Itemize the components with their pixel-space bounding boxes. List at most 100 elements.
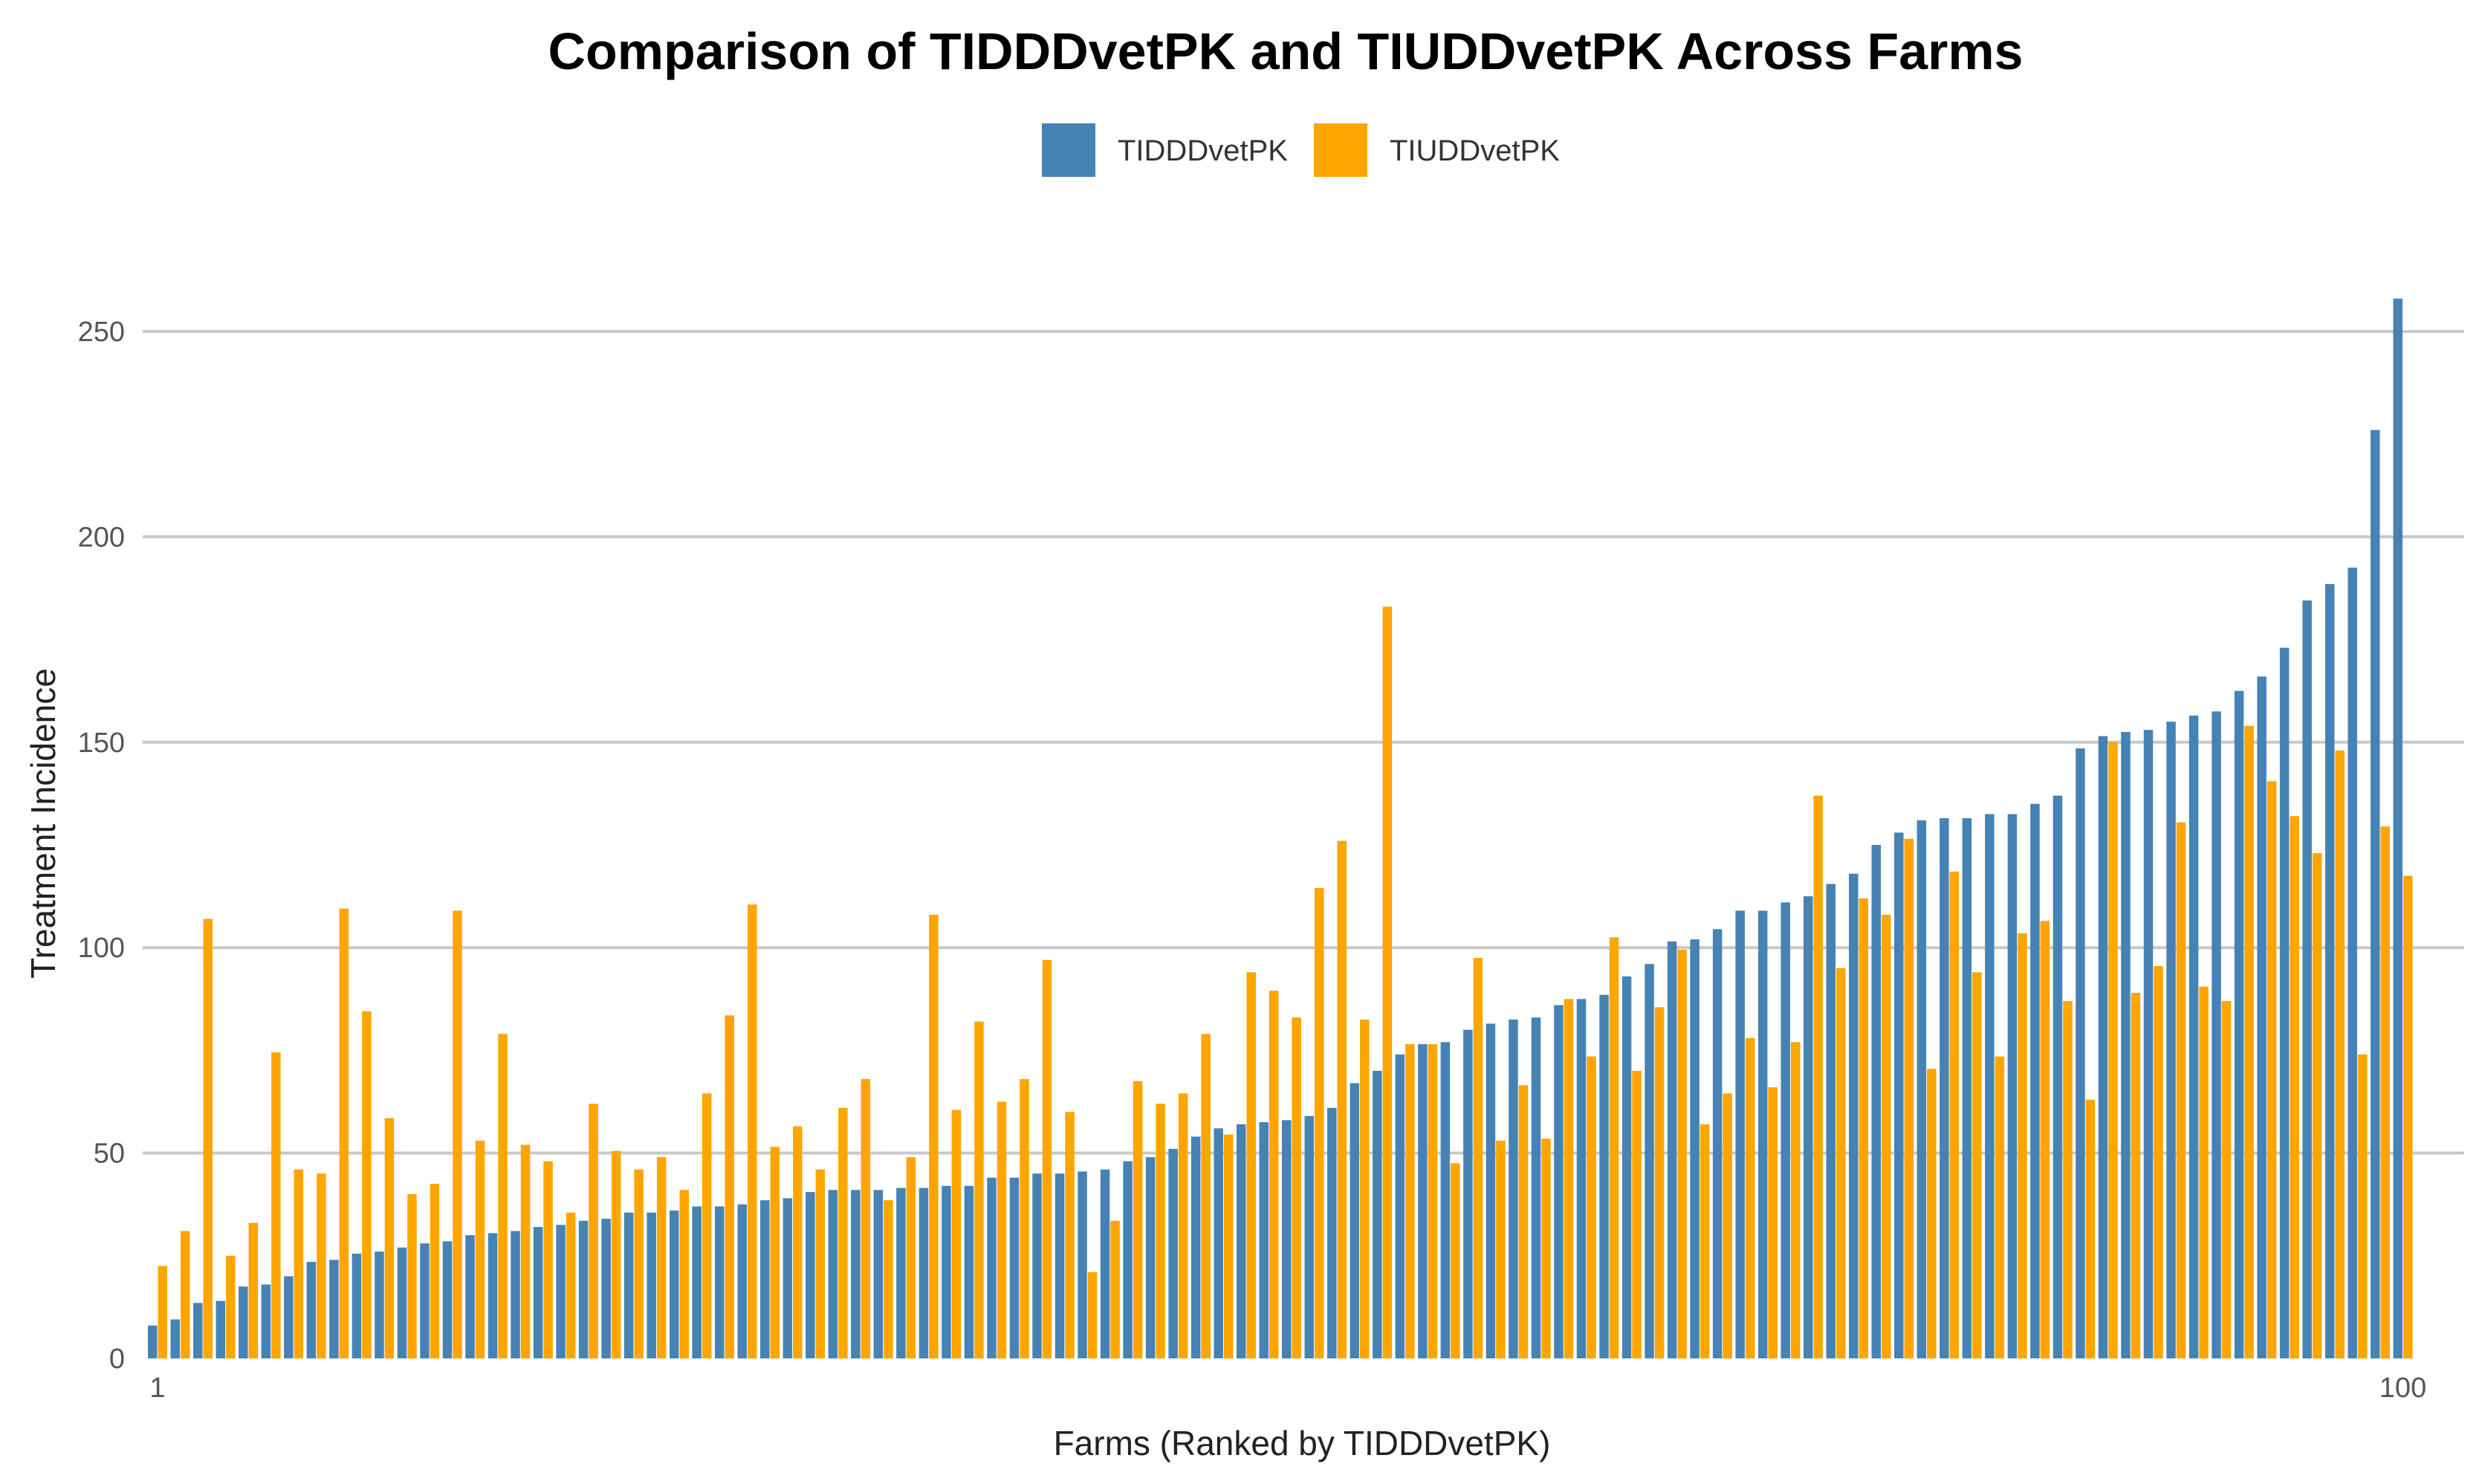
bar-tiuddvetpk-farm-1 <box>158 1266 167 1358</box>
bar-tidddvetpk-farm-90 <box>2166 722 2176 1358</box>
bar-tidddvetpk-farm-96 <box>2302 600 2312 1358</box>
bar-tiuddvetpk-farm-81 <box>1972 972 1982 1358</box>
bar-tidddvetpk-farm-6 <box>261 1284 271 1358</box>
bar-tidddvetpk-farm-74 <box>1803 896 1813 1358</box>
bar-tiuddvetpk-farm-13 <box>430 1184 440 1358</box>
bar-tiuddvetpk-farm-52 <box>1315 888 1324 1358</box>
bar-tidddvetpk-farm-38 <box>987 1177 997 1358</box>
bar-tidddvetpk-farm-2 <box>170 1319 181 1358</box>
bar-tidddvetpk-farm-88 <box>2121 731 2131 1358</box>
bar-tidddvetpk-farm-57 <box>1418 1044 1428 1358</box>
bar-tiuddvetpk-farm-77 <box>1882 914 1891 1358</box>
bar-tiuddvetpk-farm-19 <box>566 1212 576 1358</box>
bar-tiuddvetpk-farm-99 <box>2380 826 2390 1358</box>
bar-tidddvetpk-farm-49 <box>1236 1124 1246 1358</box>
bar-tiuddvetpk-farm-47 <box>1201 1034 1211 1358</box>
bar-tidddvetpk-farm-43 <box>1100 1169 1110 1358</box>
bar-tiuddvetpk-farm-94 <box>2267 781 2277 1358</box>
bar-tiuddvetpk-farm-54 <box>1360 1019 1370 1358</box>
bar-tidddvetpk-farm-93 <box>2234 690 2244 1358</box>
bar-tiuddvetpk-farm-86 <box>2085 1099 2096 1358</box>
bar-tiuddvetpk-farm-37 <box>974 1021 984 1358</box>
bar-tiuddvetpk-farm-69 <box>1700 1124 1710 1358</box>
bar-tidddvetpk-farm-83 <box>2007 814 2018 1358</box>
bar-tiuddvetpk-farm-96 <box>2312 853 2322 1358</box>
bar-tiuddvetpk-farm-64 <box>1587 1056 1596 1358</box>
bar-tidddvetpk-farm-35 <box>918 1187 929 1358</box>
x-axis-title: Farms (Ranked by TIDDDvetPK) <box>1054 1424 1551 1462</box>
bar-tidddvetpk-farm-53 <box>1327 1107 1337 1358</box>
bar-tiuddvetpk-farm-58 <box>1451 1163 1460 1358</box>
bar-tiuddvetpk-farm-60 <box>1496 1141 1506 1358</box>
bar-tidddvetpk-farm-15 <box>465 1235 475 1358</box>
bar-tiuddvetpk-farm-11 <box>384 1118 395 1358</box>
bar-tidddvetpk-farm-69 <box>1690 939 1700 1358</box>
bar-tiuddvetpk-farm-66 <box>1632 1071 1642 1358</box>
bar-tiuddvetpk-farm-97 <box>2335 750 2345 1358</box>
bar-tidddvetpk-farm-72 <box>1757 910 1768 1358</box>
bar-tiuddvetpk-farm-59 <box>1473 958 1483 1358</box>
bar-tiuddvetpk-farm-4 <box>226 1255 236 1358</box>
legend-label-tidddvetpk: TIDDDvetPK <box>1118 135 1288 167</box>
bar-tidddvetpk-farm-47 <box>1190 1136 1201 1358</box>
bar-tiuddvetpk-farm-46 <box>1178 1093 1188 1358</box>
bar-tiuddvetpk-farm-24 <box>679 1190 689 1358</box>
bar-tidddvetpk-farm-56 <box>1395 1054 1405 1358</box>
bar-tiuddvetpk-farm-44 <box>1133 1080 1143 1358</box>
bar-tiuddvetpk-farm-56 <box>1405 1044 1415 1358</box>
bar-tiuddvetpk-farm-39 <box>1020 1079 1029 1358</box>
bar-tiuddvetpk-farm-82 <box>1995 1056 2005 1358</box>
bar-tiuddvetpk-farm-83 <box>2018 933 2027 1358</box>
bar-tidddvetpk-farm-73 <box>1781 902 1790 1358</box>
bar-tiuddvetpk-farm-35 <box>929 914 939 1358</box>
chart-title: Comparison of TIDDDvetPK and TIUDDvetPK … <box>548 22 2024 80</box>
bar-tiuddvetpk-farm-31 <box>838 1107 848 1358</box>
bar-tiuddvetpk-farm-40 <box>1042 959 1052 1358</box>
bar-tiuddvetpk-farm-16 <box>498 1034 508 1358</box>
bar-tiuddvetpk-farm-15 <box>475 1141 485 1358</box>
bar-tiuddvetpk-farm-30 <box>815 1169 826 1358</box>
bar-tidddvetpk-farm-60 <box>1486 1023 1496 1358</box>
bar-tiuddvetpk-farm-38 <box>997 1101 1007 1358</box>
bar-tiuddvetpk-farm-76 <box>1859 898 1868 1358</box>
bar-tidddvetpk-farm-92 <box>2212 711 2221 1358</box>
y-tick-label-50: 50 <box>94 1138 125 1170</box>
bar-tiuddvetpk-farm-12 <box>407 1193 417 1358</box>
bar-tidddvetpk-farm-50 <box>1259 1122 1269 1358</box>
bar-tiuddvetpk-farm-57 <box>1428 1044 1438 1358</box>
bar-tidddvetpk-farm-29 <box>783 1198 793 1358</box>
bar-tidddvetpk-farm-55 <box>1373 1071 1382 1358</box>
bar-tidddvetpk-farm-44 <box>1123 1161 1133 1358</box>
bar-tiuddvetpk-farm-67 <box>1654 1007 1665 1358</box>
bar-tidddvetpk-farm-21 <box>601 1219 611 1358</box>
bar-tidddvetpk-farm-67 <box>1645 964 1654 1358</box>
bar-tidddvetpk-farm-82 <box>1985 814 1995 1358</box>
bar-tiuddvetpk-farm-55 <box>1382 606 1393 1358</box>
bar-tiuddvetpk-farm-17 <box>520 1144 531 1358</box>
y-tick-label-100: 100 <box>78 933 125 964</box>
bar-tidddvetpk-farm-23 <box>647 1212 656 1358</box>
bar-tidddvetpk-farm-80 <box>1940 818 1949 1358</box>
bar-tidddvetpk-farm-81 <box>1962 818 1972 1358</box>
bar-tiuddvetpk-farm-73 <box>1790 1042 1801 1358</box>
bar-tiuddvetpk-farm-93 <box>2244 725 2254 1358</box>
bar-tidddvetpk-farm-20 <box>578 1220 589 1358</box>
bar-tiuddvetpk-farm-14 <box>453 910 462 1358</box>
legend-label-tiuddvetpk: TIUDDvetPK <box>1390 135 1560 167</box>
bar-tidddvetpk-farm-99 <box>2370 430 2380 1359</box>
bar-tiuddvetpk-farm-91 <box>2199 986 2209 1358</box>
bar-tidddvetpk-farm-19 <box>556 1225 566 1358</box>
bar-tidddvetpk-farm-9 <box>329 1260 339 1358</box>
bar-tidddvetpk-farm-68 <box>1667 941 1677 1358</box>
bar-tidddvetpk-farm-79 <box>1917 820 1927 1358</box>
bar-tiuddvetpk-farm-89 <box>2154 966 2163 1358</box>
bar-tidddvetpk-farm-97 <box>2324 583 2335 1358</box>
bar-tidddvetpk-farm-77 <box>1871 845 1882 1358</box>
bar-tidddvetpk-farm-61 <box>1509 1019 1518 1358</box>
bar-tidddvetpk-farm-75 <box>1826 884 1836 1358</box>
bar-tidddvetpk-farm-52 <box>1304 1115 1315 1358</box>
bar-tiuddvetpk-farm-42 <box>1087 1271 1098 1358</box>
bar-tidddvetpk-farm-89 <box>2143 730 2154 1358</box>
bar-tidddvetpk-farm-51 <box>1282 1120 1292 1358</box>
